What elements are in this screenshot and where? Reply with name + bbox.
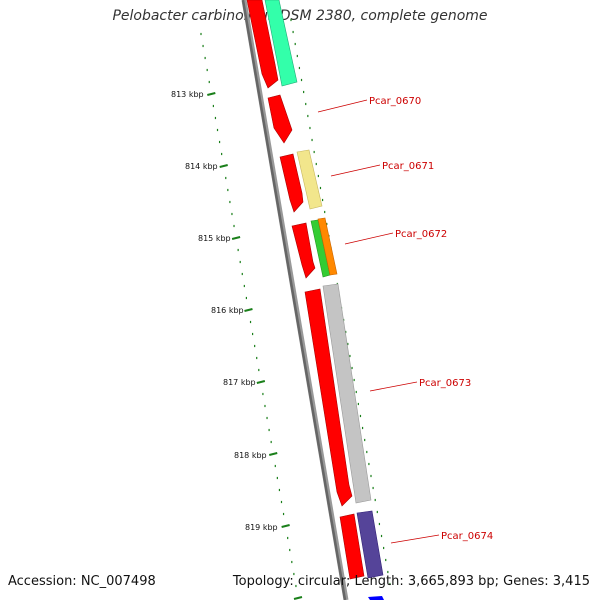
major-tick bbox=[256, 380, 266, 384]
cds-feature[interactable] bbox=[246, 0, 279, 89]
major-tick bbox=[244, 308, 253, 312]
cog-feature[interactable] bbox=[322, 283, 372, 504]
major-tick bbox=[207, 92, 216, 96]
gene-label[interactable]: Pcar_0674 bbox=[441, 531, 493, 542]
cds-feature[interactable] bbox=[339, 513, 365, 580]
cog-feature[interactable] bbox=[356, 510, 384, 579]
major-tick bbox=[268, 452, 278, 456]
kbp-label: 814 kbp bbox=[185, 162, 218, 171]
kbp-label: 817 kbp bbox=[223, 378, 256, 387]
kbp-label: 813 kbp bbox=[171, 90, 204, 99]
major-tick bbox=[281, 524, 290, 528]
cds-feature[interactable] bbox=[267, 94, 293, 144]
cds-feature[interactable] bbox=[279, 153, 304, 213]
gene-label[interactable]: Pcar_0670 bbox=[369, 96, 421, 107]
cds-track bbox=[246, 0, 365, 580]
cog-feature[interactable] bbox=[368, 596, 384, 600]
kbp-labels: 813 kbp 814 kbp 815 kbp 816 kbp 817 kbp … bbox=[171, 90, 278, 532]
gene-label[interactable]: Pcar_0671 bbox=[382, 161, 434, 172]
cog-feature[interactable] bbox=[264, 0, 298, 87]
kbp-label: 815 kbp bbox=[198, 234, 231, 243]
cog-track bbox=[264, 0, 384, 600]
genome-summary-text: Topology: circular; Length: 3,665,893 bp… bbox=[232, 574, 590, 589]
gene-label[interactable]: Pcar_0672 bbox=[395, 229, 447, 240]
kbp-label: 816 kbp bbox=[211, 306, 244, 315]
major-tick bbox=[293, 596, 303, 600]
gene-labels: Pcar_0670 Pcar_0671 Pcar_0672 Pcar_0673 … bbox=[317, 96, 493, 544]
kbp-label: 818 kbp bbox=[234, 451, 267, 460]
cog-feature[interactable] bbox=[317, 217, 338, 276]
genome-backbone bbox=[241, 0, 349, 600]
cog-feature[interactable] bbox=[296, 149, 323, 210]
major-tick bbox=[219, 164, 228, 168]
kbp-label: 819 kbp bbox=[245, 523, 278, 532]
gene-label[interactable]: Pcar_0673 bbox=[419, 378, 471, 389]
cds-feature[interactable] bbox=[304, 288, 353, 507]
major-tick bbox=[231, 236, 241, 240]
map-title: Pelobacter carbinolicus DSM 2380, comple… bbox=[112, 8, 488, 24]
cds-feature[interactable] bbox=[291, 222, 316, 279]
accession-text: Accession: NC_007498 bbox=[8, 574, 156, 589]
